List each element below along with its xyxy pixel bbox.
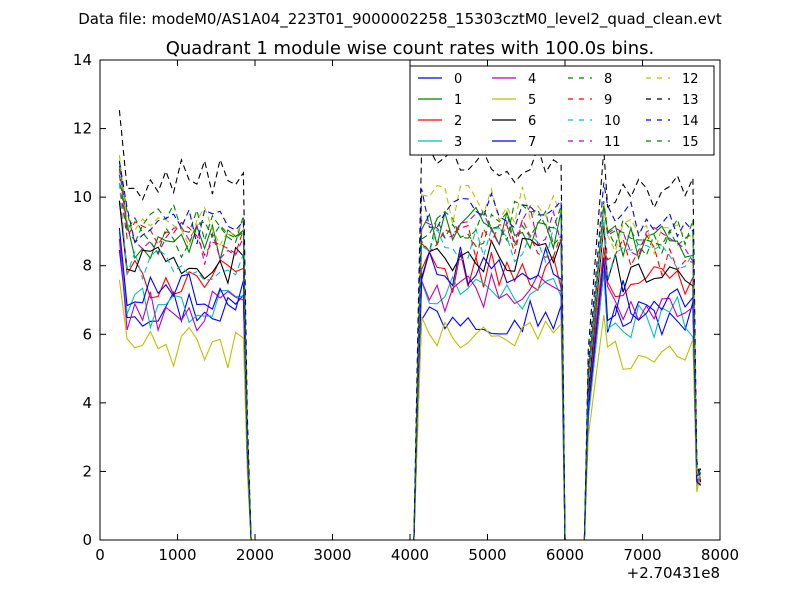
x-tick-label: 7000 bbox=[623, 546, 661, 564]
y-tick-label: 8 bbox=[82, 257, 92, 275]
legend-label-7: 7 bbox=[528, 135, 536, 150]
x-tick-label: 5000 bbox=[468, 546, 506, 564]
suptitle: Data file: modeM0/AS1A04_223T01_90000022… bbox=[78, 10, 722, 29]
y-tick-label: 10 bbox=[73, 188, 92, 206]
series-line-10 bbox=[118, 182, 701, 541]
legend-label-12: 12 bbox=[682, 72, 699, 87]
chart-title: Quadrant 1 module wise count rates with … bbox=[166, 38, 655, 59]
legend-label-9: 9 bbox=[604, 93, 612, 108]
legend-label-0: 0 bbox=[454, 72, 462, 87]
x-tick-label: 2000 bbox=[236, 546, 274, 564]
series-line-2 bbox=[118, 201, 702, 541]
legend-label-4: 4 bbox=[528, 72, 536, 87]
series-line-7 bbox=[118, 227, 701, 541]
legend-label-13: 13 bbox=[682, 93, 699, 108]
x-tick-label: 4000 bbox=[391, 546, 429, 564]
legend-label-2: 2 bbox=[454, 114, 462, 129]
x-offset-label: +2.70431e8 bbox=[627, 564, 720, 582]
series-line-1 bbox=[118, 160, 701, 541]
series-line-15 bbox=[118, 174, 702, 541]
legend-label-6: 6 bbox=[528, 114, 536, 129]
y-tick-label: 0 bbox=[82, 531, 92, 549]
series-line-9 bbox=[118, 182, 702, 541]
legend-label-5: 5 bbox=[528, 93, 536, 108]
y-tick-label: 4 bbox=[82, 394, 92, 412]
legend-label-8: 8 bbox=[604, 72, 612, 87]
legend-label-15: 15 bbox=[682, 135, 699, 150]
y-tick-label: 6 bbox=[82, 325, 92, 343]
legend-label-3: 3 bbox=[454, 135, 462, 150]
series-line-5 bbox=[118, 279, 702, 541]
plot-area bbox=[118, 110, 702, 541]
series-line-14 bbox=[118, 161, 702, 541]
legend-label-11: 11 bbox=[604, 135, 621, 150]
x-tick-label: 0 bbox=[95, 546, 105, 564]
series-line-8 bbox=[118, 165, 702, 541]
legend-label-10: 10 bbox=[604, 114, 621, 129]
axis-ticks: 0 1000 2000 3000 4000 5000 6000 7000 80000246810… bbox=[73, 51, 739, 564]
y-tick-label: 14 bbox=[73, 51, 92, 69]
x-tick-label: 6000 bbox=[546, 546, 584, 564]
y-tick-label: 2 bbox=[82, 462, 92, 480]
x-tick-label: 3000 bbox=[313, 546, 351, 564]
legend-label-14: 14 bbox=[682, 114, 699, 129]
series-line-4 bbox=[118, 238, 702, 541]
legend-label-1: 1 bbox=[454, 93, 462, 108]
y-tick-label: 12 bbox=[73, 120, 92, 138]
series-line-12 bbox=[118, 154, 702, 541]
x-tick-label: 1000 bbox=[158, 546, 196, 564]
series-line-3 bbox=[118, 232, 702, 541]
legend-box bbox=[409, 65, 715, 156]
x-tick-label: 8000 bbox=[701, 546, 739, 564]
series-line-6 bbox=[118, 200, 702, 541]
